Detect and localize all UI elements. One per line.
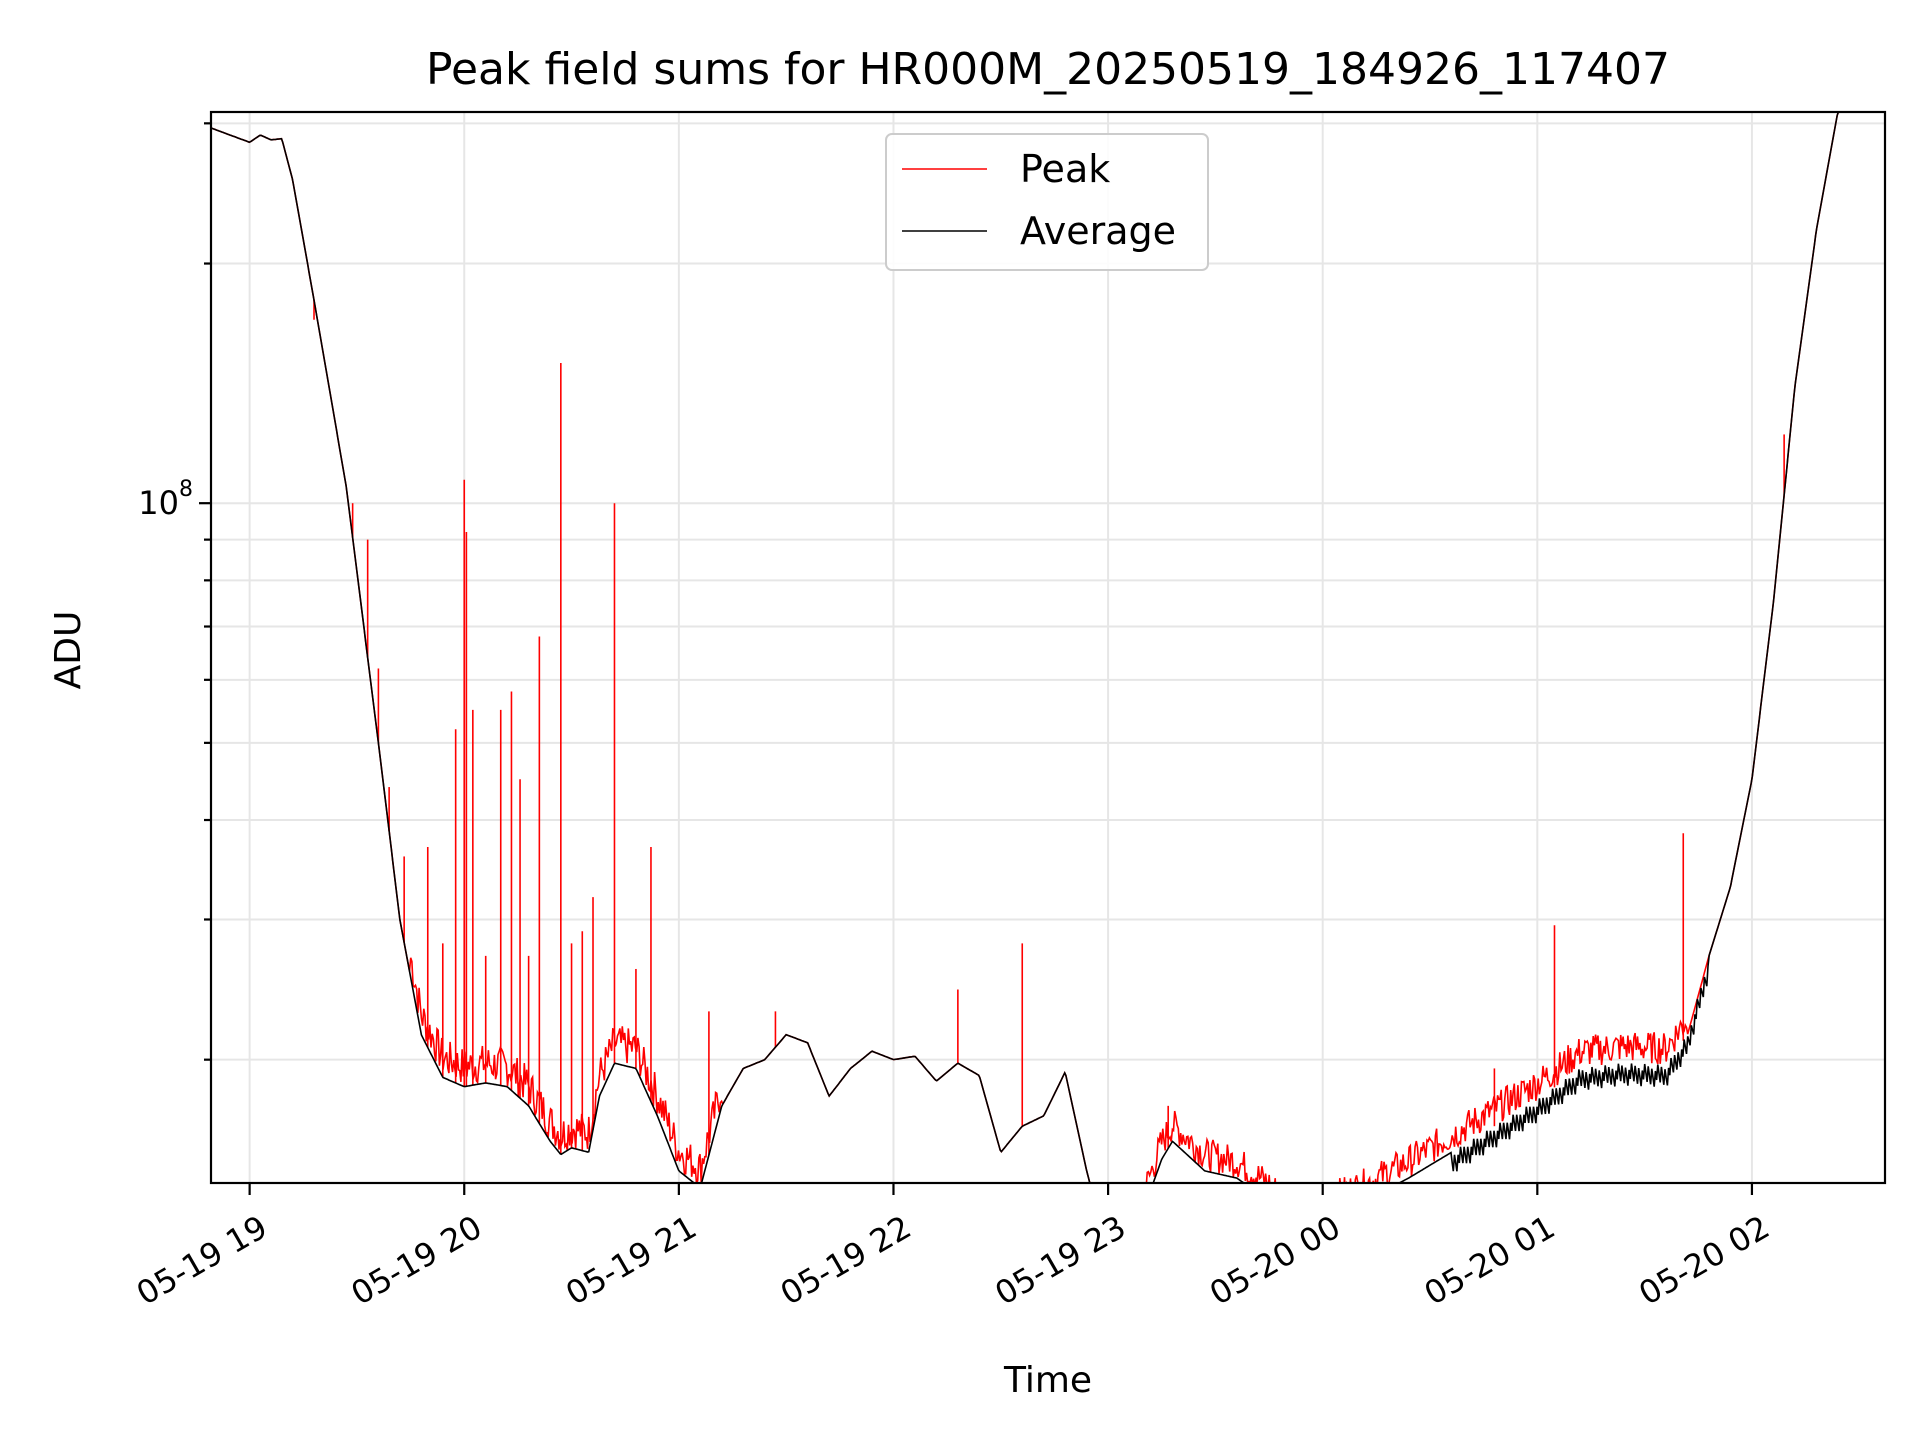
legend-label-average: Average [1020, 209, 1176, 253]
grid-lines [211, 112, 1885, 1183]
series-layer [211, 112, 1885, 1183]
chart-title: Peak field sums for HR000M_20250519_1849… [426, 44, 1670, 95]
y-tick-label: 108 [138, 477, 193, 522]
legend-box [885, 133, 1209, 271]
y-axis-ticks: 108 [138, 122, 211, 1061]
series-average-line [211, 112, 1885, 1183]
y-tick-base: 10 [138, 484, 179, 522]
y-axis-label: ADU [48, 611, 89, 690]
axes-frame [209, 110, 1887, 1185]
plot-area [211, 112, 1885, 1183]
x-axis-label: Time [1003, 1360, 1092, 1401]
y-tick-exponent: 8 [179, 477, 193, 502]
legend-label-peak: Peak [1020, 147, 1110, 191]
legend: Peak Average [885, 133, 1209, 271]
